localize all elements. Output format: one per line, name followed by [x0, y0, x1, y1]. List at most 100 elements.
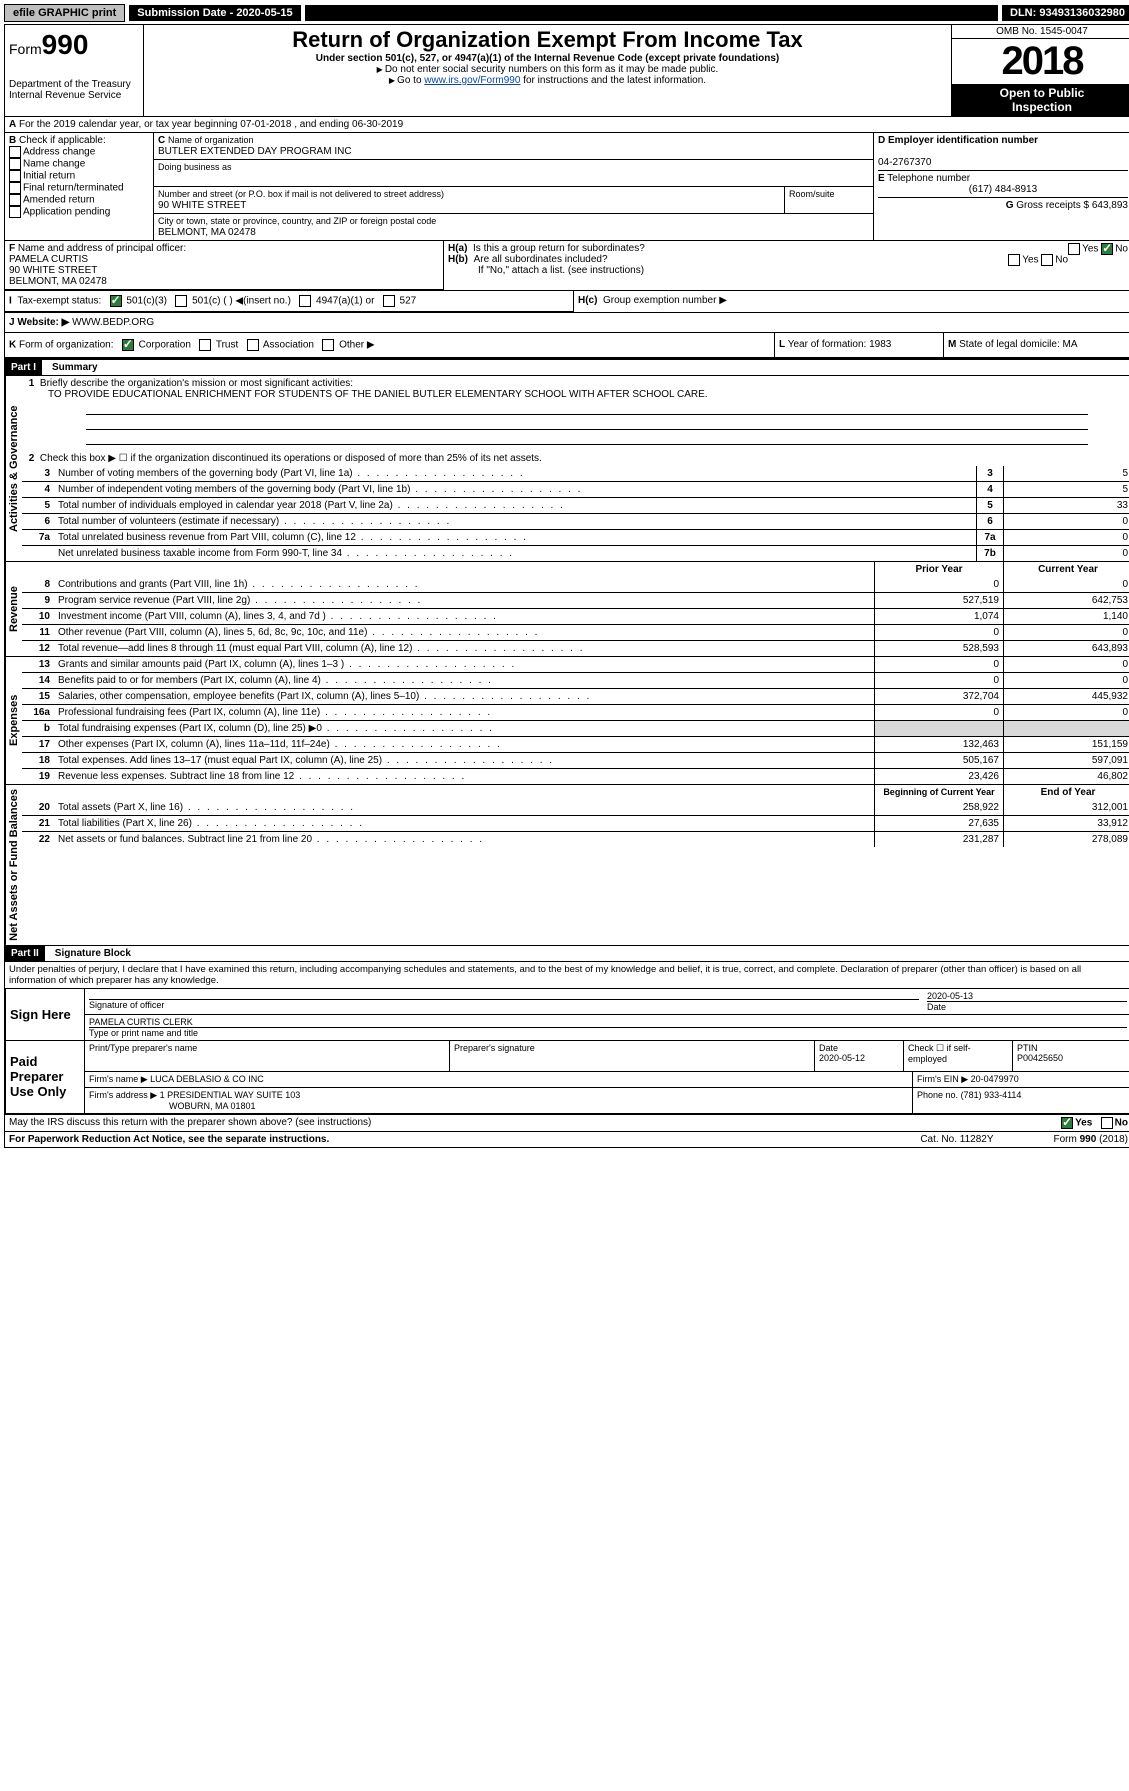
line-desc: Professional fundraising fees (Part IX, … [54, 705, 874, 720]
form-title: Return of Organization Exempt From Incom… [150, 27, 945, 53]
cb-4947[interactable] [299, 295, 311, 307]
cb-trust[interactable] [199, 339, 211, 351]
line-number: 19 [22, 769, 54, 784]
top-toolbar: efile GRAPHIC print Submission Date - 20… [4, 4, 1129, 22]
current-value: 445,932 [1003, 689, 1129, 704]
line-desc: Grants and similar amounts paid (Part IX… [54, 657, 874, 672]
prior-value: 0 [874, 673, 1003, 688]
dept-label: Department of the Treasury [9, 79, 139, 90]
cb-assoc[interactable] [247, 339, 259, 351]
firm-phone: (781) 933-4114 [961, 1090, 1022, 1100]
cb-application-pending[interactable] [9, 206, 21, 218]
efile-button[interactable]: efile GRAPHIC print [4, 4, 125, 22]
cb-hb-yes[interactable] [1008, 254, 1020, 266]
current-value: 278,089 [1003, 832, 1129, 847]
line-number: 15 [22, 689, 54, 704]
line-number: 14 [22, 673, 54, 688]
form990-link[interactable]: www.irs.gov/Form990 [424, 75, 520, 86]
dba-label: Doing business as [158, 162, 232, 172]
line-value: 0 [1003, 514, 1129, 529]
line-number: 8 [22, 577, 54, 592]
cb-501c3[interactable] [110, 295, 122, 307]
current-value: 33,912 [1003, 816, 1129, 831]
vlabel-netassets: Net Assets or Fund Balances [5, 785, 22, 945]
org-city: BELMONT, MA 02478 [158, 227, 256, 238]
current-value: 0 [1003, 673, 1129, 688]
line-desc: Net assets or fund balances. Subtract li… [54, 832, 874, 847]
line-desc: Net unrelated business taxable income fr… [54, 546, 976, 561]
line-value: 5 [1003, 466, 1129, 481]
line-value: 5 [1003, 482, 1129, 497]
state-domicile: MA [1063, 339, 1078, 350]
form-header: Form990 Department of the Treasury Inter… [5, 25, 1129, 117]
line-box: 7b [976, 546, 1003, 561]
line-number: 5 [22, 498, 54, 513]
prior-value: 372,704 [874, 689, 1003, 704]
current-value: 0 [1003, 657, 1129, 672]
line-number: 6 [22, 514, 54, 529]
cb-amended-return[interactable] [9, 194, 21, 206]
line-number: 3 [22, 466, 54, 481]
part-ii-header: Part II Signature Block [5, 945, 1129, 962]
cb-name-change[interactable] [9, 158, 21, 170]
firm-addr1: 1 PRESIDENTIAL WAY SUITE 103 [160, 1090, 301, 1100]
submission-date-label: Submission Date - 2020-05-15 [129, 5, 300, 21]
current-value: 0 [1003, 625, 1129, 640]
signature-table: Sign Here Signature of officer 2020-05-1… [5, 988, 1129, 1114]
cb-initial-return[interactable] [9, 170, 21, 182]
cb-other[interactable] [322, 339, 334, 351]
line-value: 0 [1003, 530, 1129, 545]
line-desc: Total fundraising expenses (Part IX, col… [54, 721, 874, 736]
line-value: 0 [1003, 546, 1129, 561]
prior-value: 0 [874, 705, 1003, 720]
current-value [1003, 721, 1129, 736]
prior-value: 0 [874, 577, 1003, 592]
prior-value: 23,426 [874, 769, 1003, 784]
cb-final-return[interactable] [9, 182, 21, 194]
line-number: 20 [22, 800, 54, 815]
line-number: b [22, 721, 54, 736]
line-desc: Total expenses. Add lines 13–17 (must eq… [54, 753, 874, 768]
line-box: 4 [976, 482, 1003, 497]
identity-block: B Check if applicable: Address change Na… [5, 133, 1129, 241]
current-value: 643,893 [1003, 641, 1129, 656]
section-expenses: Expenses 13 Grants and similar amounts p… [5, 657, 1129, 785]
line-number: 4 [22, 482, 54, 497]
open-to-public: Open to PublicInspection [952, 84, 1129, 116]
current-value: 597,091 [1003, 753, 1129, 768]
cb-discuss-yes[interactable] [1061, 1117, 1073, 1129]
cb-527[interactable] [383, 295, 395, 307]
current-value: 312,001 [1003, 800, 1129, 815]
cb-ha-yes[interactable] [1068, 243, 1080, 255]
vlabel-governance: Activities & Governance [5, 376, 22, 561]
room-suite: Room/suite [784, 187, 873, 213]
line-desc: Other revenue (Part VIII, column (A), li… [54, 625, 874, 640]
cb-ha-no[interactable] [1101, 243, 1113, 255]
prior-value: 1,074 [874, 609, 1003, 624]
self-employed-check[interactable]: Check ☐ if self-employed [904, 1041, 1013, 1071]
firm-addr2: WOBURN, MA 01801 [169, 1101, 256, 1111]
cb-hb-no[interactable] [1041, 254, 1053, 266]
form-number: Form990 [9, 29, 139, 61]
cb-discuss-no[interactable] [1101, 1117, 1113, 1129]
discuss-question: May the IRS discuss this return with the… [9, 1117, 371, 1129]
prior-value: 27,635 [874, 816, 1003, 831]
ruled-line [86, 417, 1088, 430]
cb-501c[interactable] [175, 295, 187, 307]
current-value: 46,802 [1003, 769, 1129, 784]
cb-address-change[interactable] [9, 146, 21, 158]
line-number: 7a [22, 530, 54, 545]
line-number: 16a [22, 705, 54, 720]
line-desc: Other expenses (Part IX, column (A), lin… [54, 737, 874, 752]
line-number: 12 [22, 641, 54, 656]
vlabel-revenue: Revenue [5, 562, 22, 656]
cb-corp[interactable] [122, 339, 134, 351]
dln-label: DLN: 93493136032980 [1002, 5, 1129, 21]
line-desc: Salaries, other compensation, employee b… [54, 689, 874, 704]
prep-date: 2020-05-12 [819, 1053, 865, 1063]
section-governance: Activities & Governance 1 Briefly descri… [5, 376, 1129, 562]
note-goto: Go to www.irs.gov/Form990 for instructio… [150, 75, 945, 86]
form-container: Form990 Department of the Treasury Inter… [4, 24, 1129, 1148]
ruled-line [86, 432, 1088, 445]
current-value: 151,159 [1003, 737, 1129, 752]
